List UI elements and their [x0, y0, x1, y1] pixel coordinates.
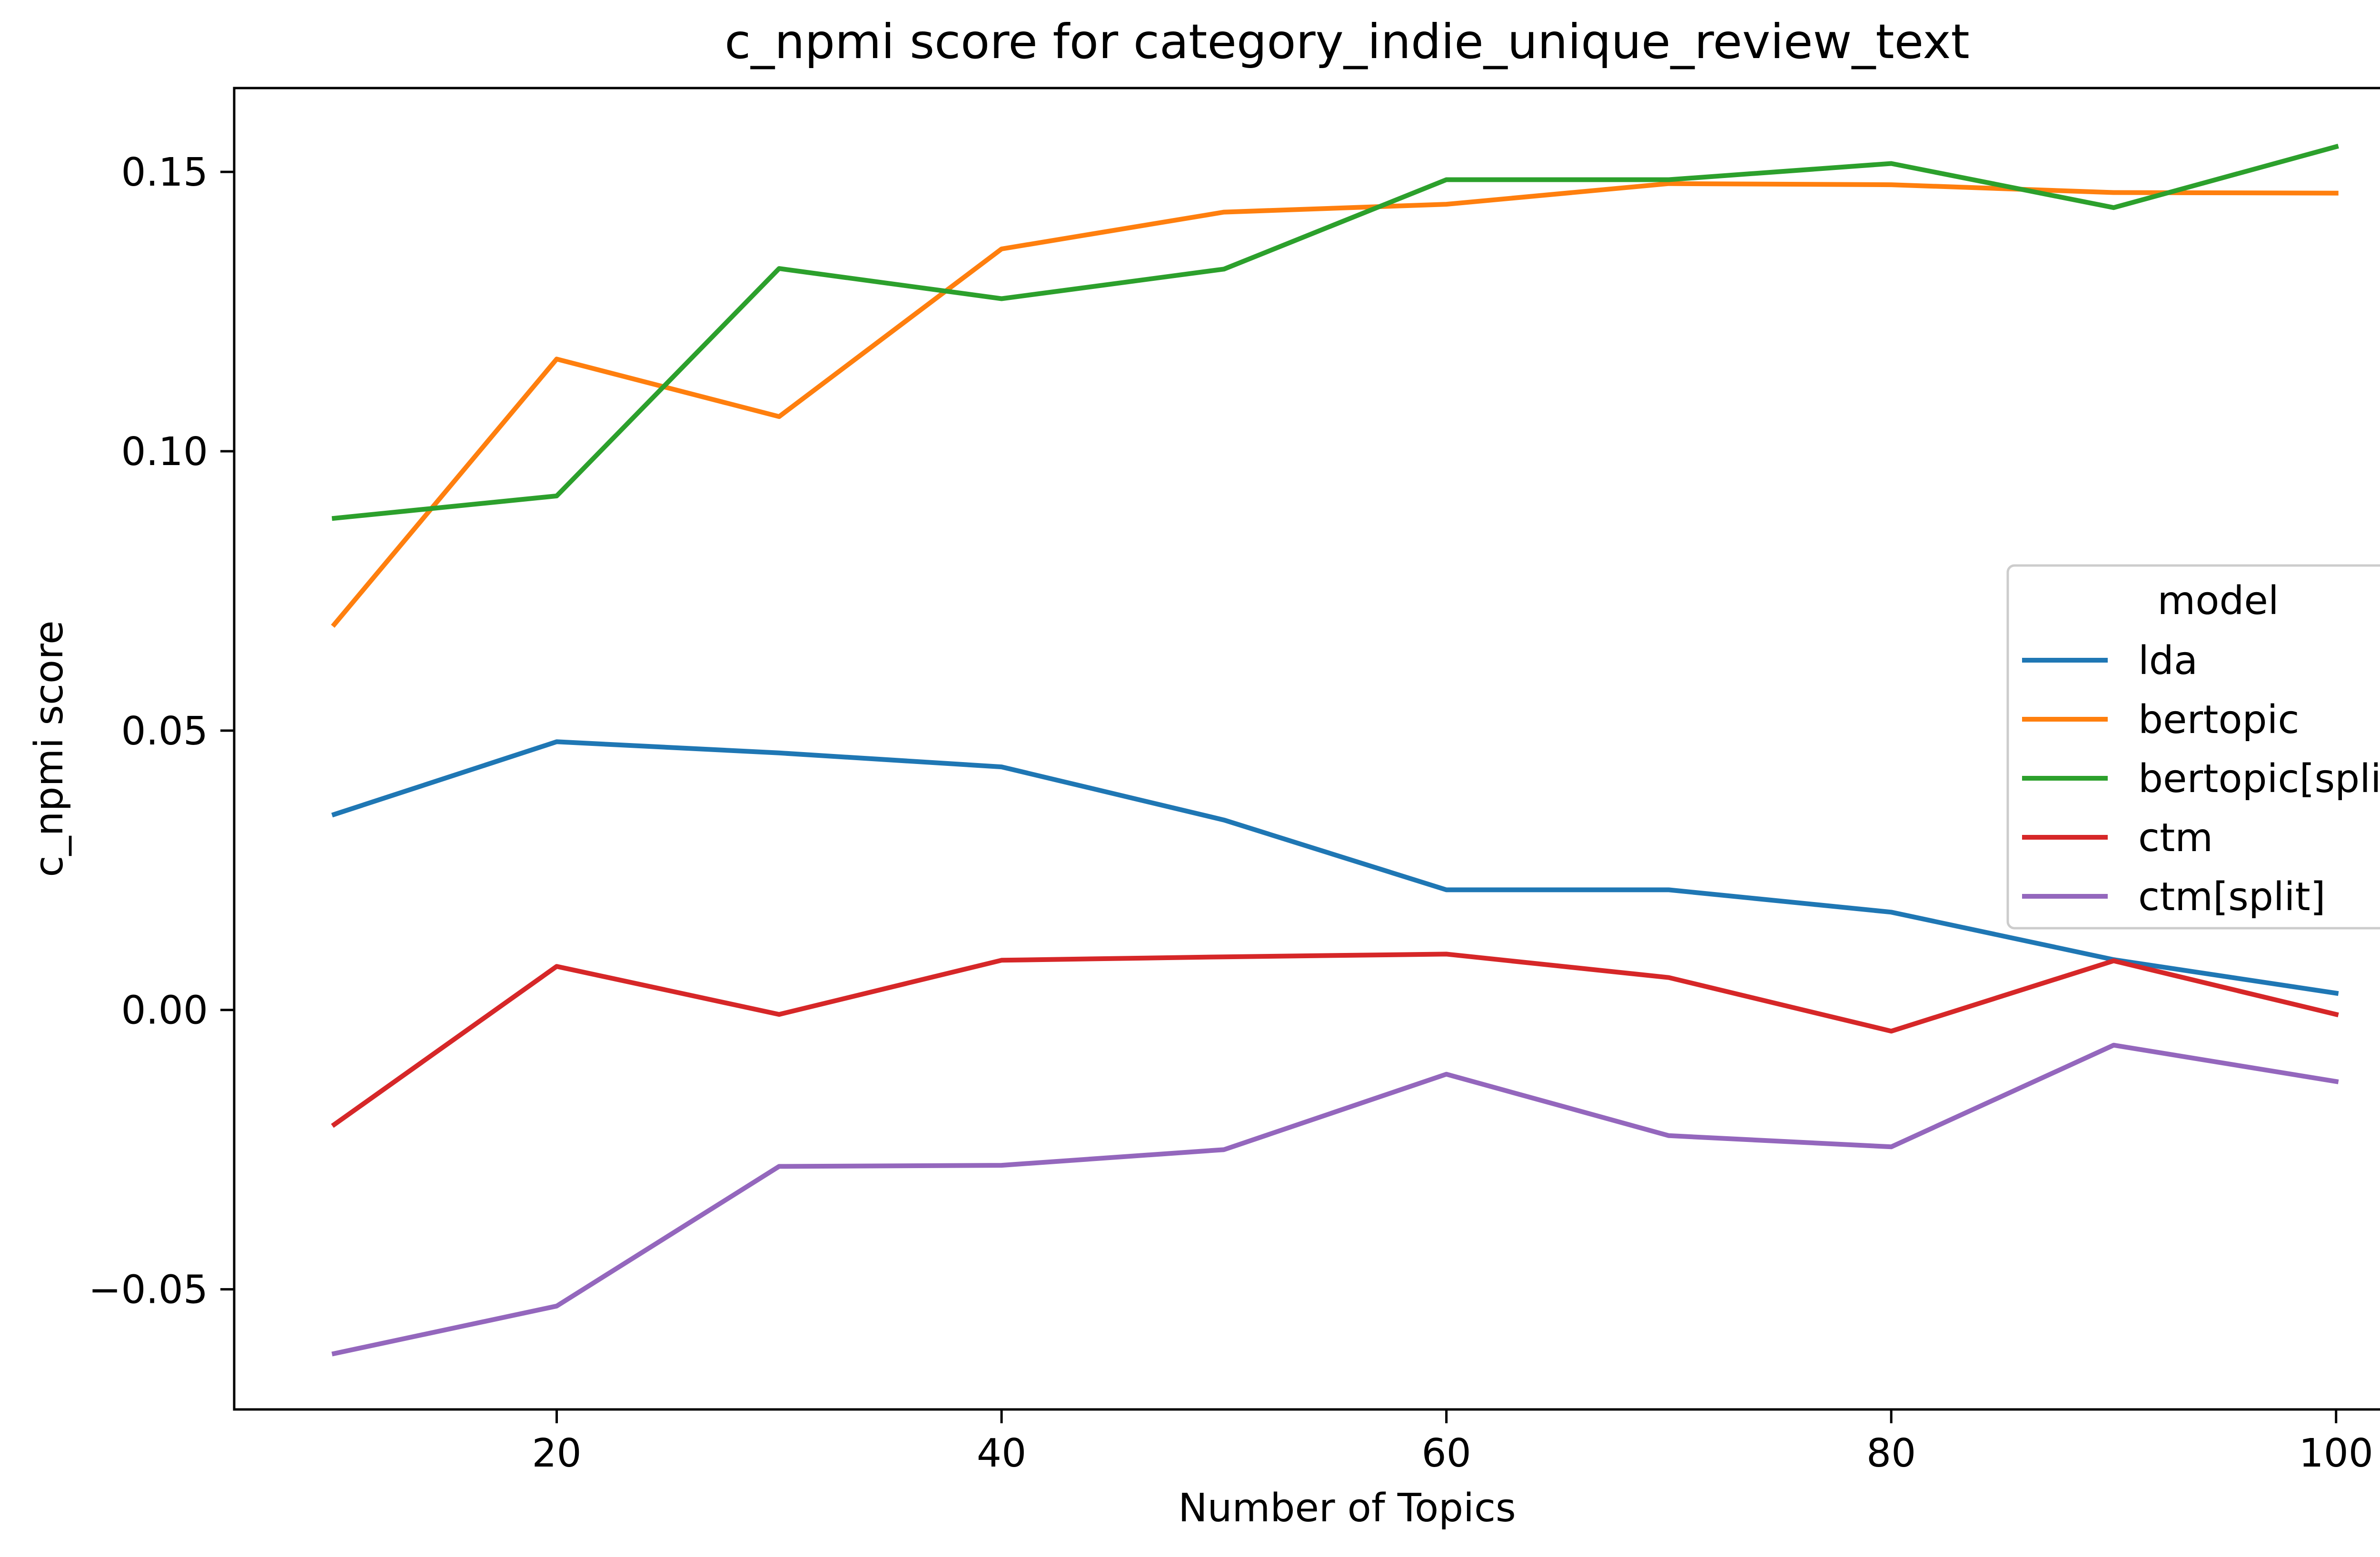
series-line-ctm-split: [331, 1042, 2339, 1357]
legend-title: model: [2157, 578, 2279, 624]
x-axis-label: Number of Topics: [1178, 1486, 1516, 1531]
x-tick-label: 40: [977, 1431, 1026, 1476]
series-line-bertopic-split: [331, 144, 2339, 521]
x-tick-label: 80: [1866, 1431, 1916, 1476]
plot-area-frame: [233, 87, 2380, 1411]
legend-label-bertopic: bertopic: [2138, 697, 2299, 743]
y-tick-label: 0.15: [121, 150, 208, 195]
y-tick-label: 0.05: [121, 709, 208, 754]
chart-title: c_npmi score for category_indie_unique_r…: [724, 14, 1969, 69]
y-tick-label: 0.10: [121, 429, 208, 475]
series-layer: [331, 144, 2339, 1357]
y-tick-label: 0.00: [121, 988, 208, 1033]
x-axis-ticks: 20 40 60 80 100: [532, 1409, 2373, 1476]
x-tick-label: 60: [1421, 1431, 1471, 1476]
series-line-ctm: [331, 952, 2339, 1128]
legend-label-lda: lda: [2138, 638, 2198, 684]
legend-label-ctm-split: ctm[split]: [2138, 874, 2326, 920]
y-axis-ticks: −0.05 0.00 0.05 0.10 0.15: [89, 150, 234, 1313]
legend-label-ctm: ctm: [2138, 815, 2213, 861]
x-tick-label: 20: [532, 1431, 581, 1476]
legend-entries: lda bertopic bertopic[split] ctm ctm[split]: [2022, 638, 2380, 920]
series-line-bertopic: [331, 181, 2339, 628]
legend-label-bertopic-split: bertopic[split]: [2138, 756, 2380, 802]
series-line-lda: [331, 739, 2339, 996]
x-tick-label: 100: [2299, 1431, 2373, 1476]
y-tick-label: −0.05: [89, 1268, 208, 1313]
y-axis-label: c_npmi score: [27, 620, 72, 877]
legend: model lda bertopic bertopic[split] ctm ctm[s…: [2006, 564, 2380, 930]
